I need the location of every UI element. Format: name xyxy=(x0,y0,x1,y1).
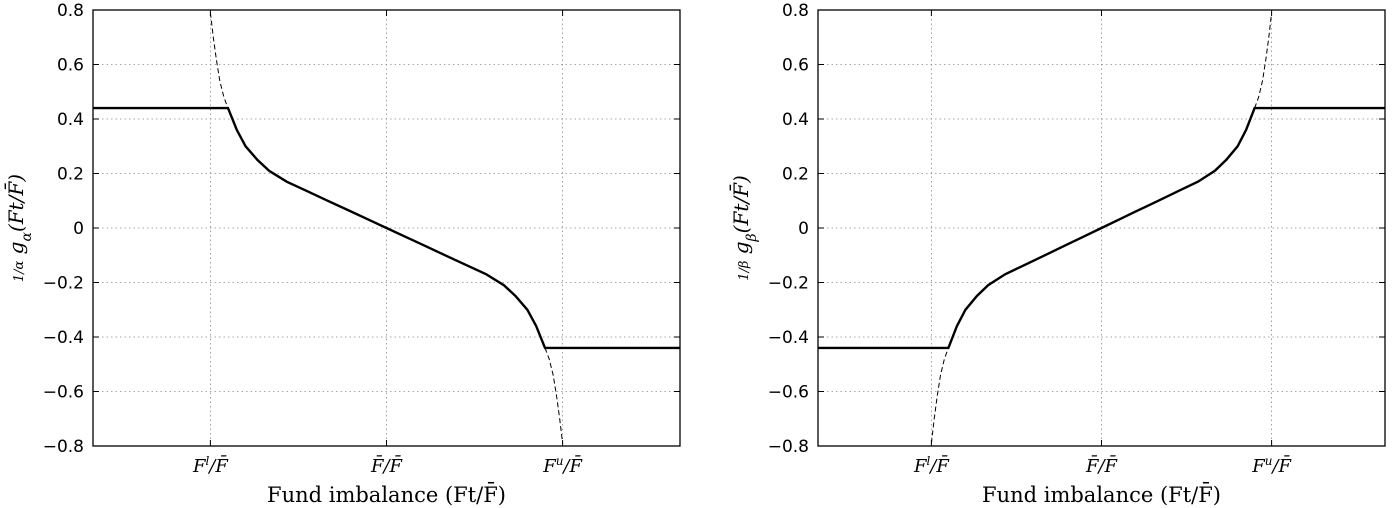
dashed-extension-line xyxy=(544,347,564,444)
y-tick-label: 0 xyxy=(73,219,84,239)
x-tick-label: Fu/F̄ xyxy=(542,454,583,477)
y-axis-label: 1/α gα(Ft/F̄) xyxy=(3,174,35,282)
y-tick-label: 0.6 xyxy=(782,56,809,76)
y-tick-label: −0.8 xyxy=(768,437,809,457)
x-tick-label: F̄/F̄ xyxy=(370,454,404,477)
y-tick-label: −0.2 xyxy=(43,274,84,294)
x-axis-label: Fund imbalance (Ft/F̄) xyxy=(982,482,1221,507)
y-tick-label: −0.6 xyxy=(43,383,84,403)
y-tick-label: 0.4 xyxy=(782,110,809,130)
x-axis-label: Fund imbalance (Ft/F̄) xyxy=(267,482,506,507)
y-tick-label: 0.2 xyxy=(57,165,84,185)
solid-function-line xyxy=(93,106,680,350)
x-tick-label: Fl/F̄ xyxy=(192,454,229,477)
solid-function-line xyxy=(818,106,1385,350)
dashed-extension-line xyxy=(1254,12,1273,109)
dashed-extension-line xyxy=(209,12,229,109)
dashed-extension-line xyxy=(930,347,949,444)
y-tick-label: 0.6 xyxy=(57,56,84,76)
y-tick-label: 0.8 xyxy=(782,1,809,21)
x-tick-label: Fu/F̄ xyxy=(1251,454,1292,477)
y-tick-label: −0.4 xyxy=(768,328,809,348)
y-axis-label: 1/β gβ(Ft/F̄) xyxy=(728,175,760,281)
y-tick-label: 0.2 xyxy=(782,165,809,185)
y-tick-label: −0.8 xyxy=(43,437,84,457)
chart-panel-2: 0.8 0.6 0.4 0.2 0 −0.2 −0.4 −0.6 −0.8 Fl/F̄ F̄/F̄ F… xyxy=(728,1,1386,507)
y-tick-label: −0.4 xyxy=(43,328,84,348)
x-tick-label: F̄/F̄ xyxy=(1085,454,1119,477)
y-tick-label: 0 xyxy=(798,219,809,239)
y-tick-label: −0.2 xyxy=(768,274,809,294)
chart-panel-1: 0.8 0.6 0.4 0.2 0 −0.2 −0.4 −0.6 −0.8 Fl/F̄ F̄/F̄ F… xyxy=(3,1,681,507)
y-tick-label: 0.8 xyxy=(57,1,84,21)
x-tick-label: Fl/F̄ xyxy=(913,454,950,477)
y-tick-label: −0.6 xyxy=(768,383,809,403)
y-tick-label: 0.4 xyxy=(57,110,84,130)
